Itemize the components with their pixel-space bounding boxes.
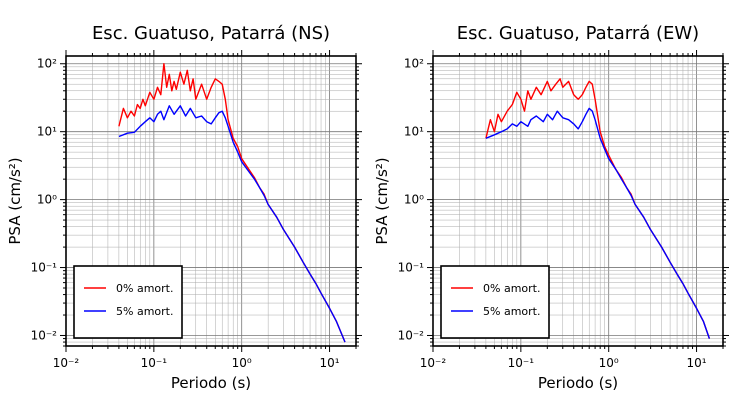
y-tick-label: 10⁰: [404, 193, 424, 207]
y-tick-label: 10⁻¹: [31, 261, 58, 275]
series-group-ew: [485, 78, 711, 339]
y-tick-label: 10¹: [404, 125, 424, 139]
y-tick-label: 10⁰: [37, 193, 57, 207]
legend-label-5pct: 5% amort.: [483, 305, 540, 318]
chart-panel-ew: Esc. Guatuso, Patarrá (EW) 10⁻² 10⁻¹ 10⁰…: [373, 23, 729, 392]
x-tick-label: 10⁰: [232, 356, 252, 370]
legend-label-5pct: 5% amort.: [116, 305, 173, 318]
y-tick-label: 10⁻¹: [398, 261, 425, 275]
chart-panel-ns: Esc. Guatuso, Patarrá (NS) 10⁻² 10⁻¹ 10⁰…: [6, 23, 362, 392]
y-tick-labels-ns: 10⁻² 10⁻¹ 10⁰ 10¹ 10²: [31, 57, 58, 343]
y-tick-label: 10⁻²: [398, 328, 425, 342]
legend-ns: 0% amort. 5% amort.: [73, 265, 183, 339]
plot-frame-ew: [432, 55, 724, 347]
series-group-ns: [118, 63, 346, 343]
x-tick-label: 10⁻²: [53, 356, 80, 370]
x-tick-labels-ns: 10⁻² 10⁻¹ 10⁰ 10¹: [53, 356, 340, 370]
chart-title-ew: Esc. Guatuso, Patarrá (EW): [457, 23, 699, 44]
x-axis-label-ew: Periodo (s): [538, 374, 618, 392]
y-tick-label: 10²: [37, 57, 57, 71]
plot-frame-ns: [65, 55, 357, 347]
y-tick-labels-ew: 10⁻² 10⁻¹ 10⁰ 10¹ 10²: [398, 57, 425, 343]
x-tick-label: 10⁻¹: [141, 356, 168, 370]
legend-ew: 0% amort. 5% amort.: [440, 265, 550, 339]
y-tick-label: 10²: [404, 57, 424, 71]
x-tick-label: 10¹: [320, 356, 340, 370]
chart-title-ns: Esc. Guatuso, Patarrá (NS): [92, 23, 330, 44]
ticks-ns: [60, 50, 362, 352]
series-line-5pct: [485, 107, 711, 339]
x-tick-label: 10⁻²: [420, 356, 447, 370]
legend-box-ew: [440, 265, 550, 339]
legend-label-0pct: 0% amort.: [116, 282, 173, 295]
y-tick-label: 10⁻²: [31, 328, 58, 342]
x-tick-label: 10¹: [687, 356, 707, 370]
ticks-ew: [427, 50, 729, 352]
x-axis-label-ns: Periodo (s): [171, 374, 251, 392]
series-line-5pct: [118, 105, 346, 343]
x-tick-label: 10⁻¹: [508, 356, 535, 370]
grid-ns: [65, 56, 357, 347]
legend-box-ns: [73, 265, 183, 339]
y-axis-label-ns: PSA (cm/s²): [6, 157, 24, 244]
x-tick-label: 10⁰: [599, 356, 619, 370]
legend-label-0pct: 0% amort.: [483, 282, 540, 295]
y-axis-label-ew: PSA (cm/s²): [373, 157, 391, 244]
y-tick-label: 10¹: [37, 125, 57, 139]
x-tick-labels-ew: 10⁻² 10⁻¹ 10⁰ 10¹: [420, 356, 707, 370]
